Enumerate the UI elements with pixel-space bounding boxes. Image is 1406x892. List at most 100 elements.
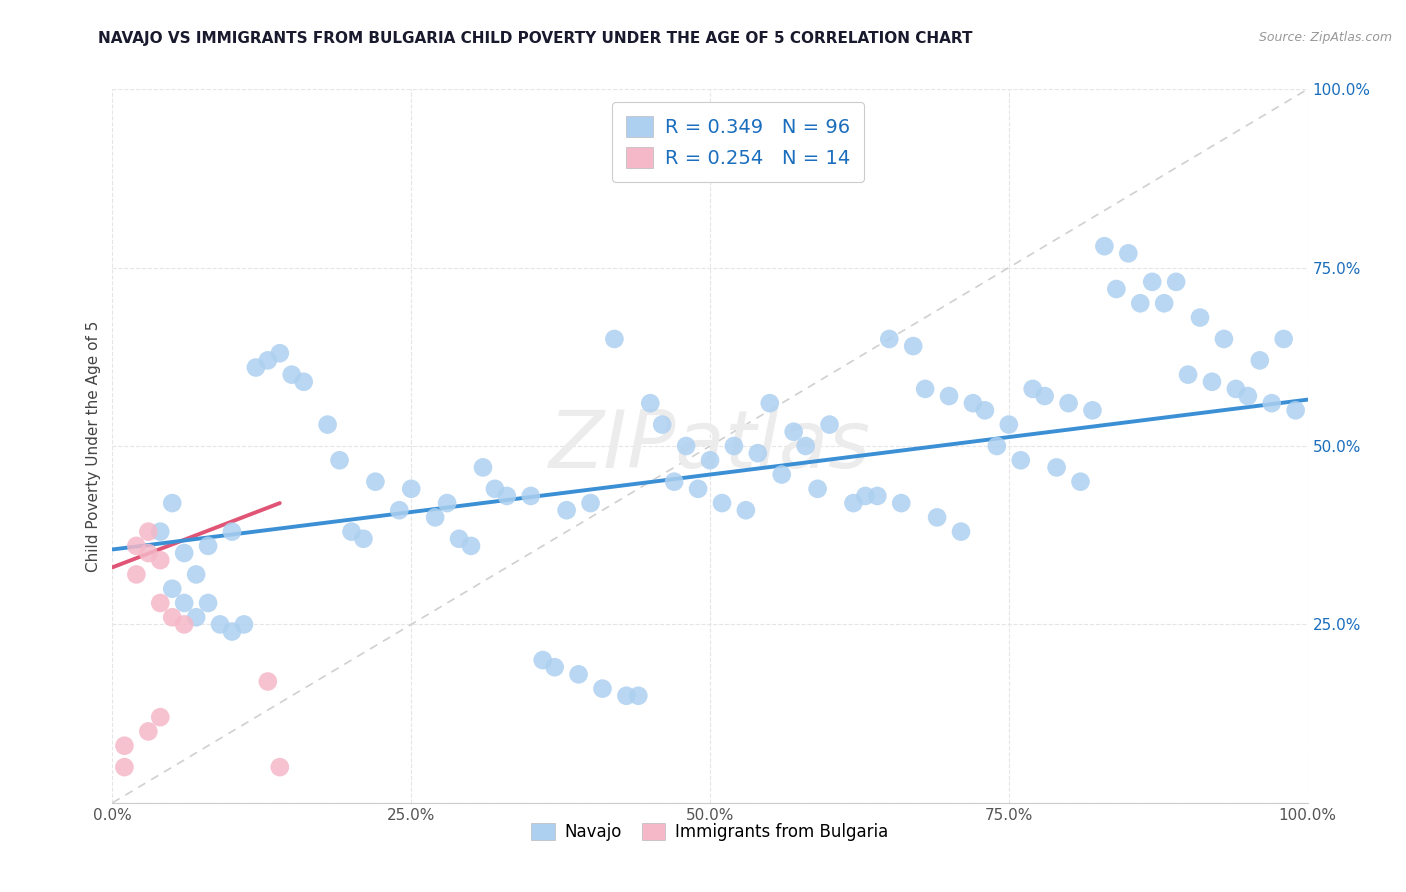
Point [149,524,172,539]
Point [245,360,267,375]
Point [1046,460,1069,475]
Point [149,596,172,610]
Text: ZIPatlas: ZIPatlas [548,407,872,485]
Point [555,503,578,517]
Point [938,389,960,403]
Point [436,496,458,510]
Point [890,496,912,510]
Point [281,368,304,382]
Point [998,417,1021,432]
Point [903,339,925,353]
Point [197,596,219,610]
Point [149,710,172,724]
Point [1081,403,1104,417]
Point [316,417,339,432]
Point [1225,382,1247,396]
Point [114,760,135,774]
Point [162,610,183,624]
Point [1177,368,1199,382]
Point [1213,332,1236,346]
Point [1010,453,1032,467]
Point [162,582,183,596]
Point [627,689,650,703]
Point [603,332,626,346]
Point [269,346,291,360]
Point [221,524,243,539]
Point [950,524,973,539]
Point [592,681,614,696]
Point [520,489,543,503]
Point [782,425,804,439]
Point [1201,375,1223,389]
Legend: Navajo, Immigrants from Bulgaria: Navajo, Immigrants from Bulgaria [524,816,896,848]
Point [855,489,877,503]
Point [1272,332,1295,346]
Point [401,482,423,496]
Point [1261,396,1284,410]
Point [1237,389,1260,403]
Point [1285,403,1308,417]
Point [125,539,148,553]
Point [472,460,495,475]
Point [675,439,697,453]
Point [329,453,352,467]
Point [914,382,936,396]
Y-axis label: Child Poverty Under the Age of 5: Child Poverty Under the Age of 5 [86,320,101,572]
Point [770,467,793,482]
Point [138,524,160,539]
Point [974,403,997,417]
Point [496,489,519,503]
Point [447,532,470,546]
Point [866,489,889,503]
Point [186,610,208,624]
Point [125,567,148,582]
Point [388,503,411,517]
Point [292,375,315,389]
Point [1033,389,1056,403]
Point [209,617,232,632]
Point [651,417,673,432]
Point [221,624,243,639]
Point [543,660,565,674]
Point [711,496,734,510]
Point [818,417,841,432]
Point [688,482,710,496]
Point [162,496,183,510]
Point [149,553,172,567]
Point [1094,239,1116,253]
Point [531,653,554,667]
Point [568,667,591,681]
Point [616,689,638,703]
Point [927,510,949,524]
Point [664,475,686,489]
Point [1153,296,1175,310]
Point [735,503,758,517]
Point [1105,282,1128,296]
Text: Source: ZipAtlas.com: Source: ZipAtlas.com [1258,31,1392,45]
Point [138,724,160,739]
Point [699,453,721,467]
Point [257,674,280,689]
Point [233,617,256,632]
Point [1118,246,1140,260]
Point [807,482,830,496]
Point [186,567,208,582]
Point [484,482,506,496]
Point [340,524,363,539]
Point [986,439,1008,453]
Point [1166,275,1188,289]
Point [114,739,135,753]
Point [1189,310,1212,325]
Point [197,539,219,553]
Point [1129,296,1152,310]
Point [747,446,769,460]
Point [962,396,984,410]
Point [723,439,745,453]
Point [425,510,447,524]
Point [138,546,160,560]
Point [173,546,195,560]
Point [1022,382,1045,396]
Point [364,475,387,489]
Point [579,496,602,510]
Point [759,396,782,410]
